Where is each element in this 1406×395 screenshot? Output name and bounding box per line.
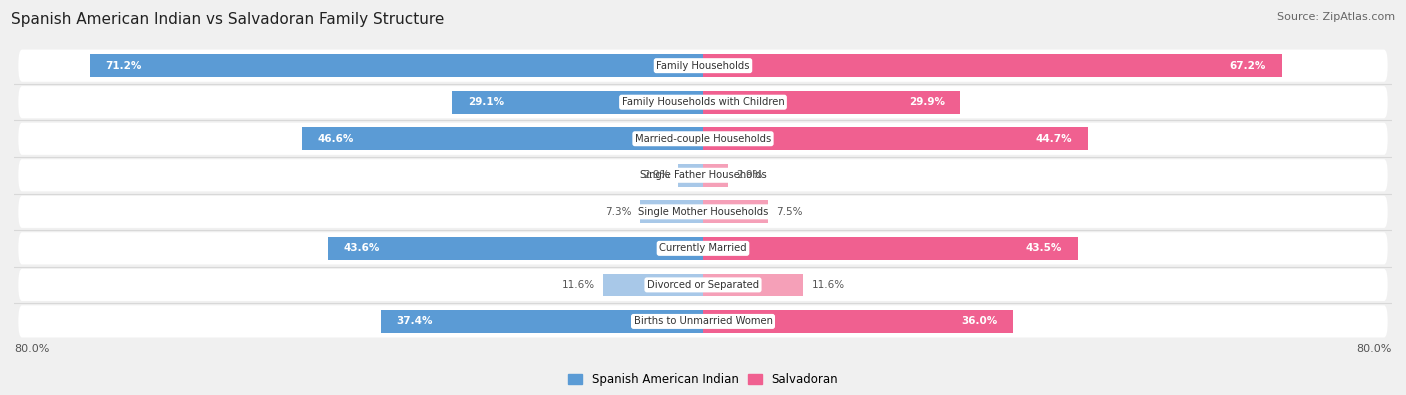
Bar — [678, 164, 703, 186]
Text: 67.2%: 67.2% — [1230, 61, 1267, 71]
Text: 71.2%: 71.2% — [105, 61, 142, 71]
Text: 2.9%: 2.9% — [643, 170, 669, 180]
FancyBboxPatch shape — [18, 269, 1388, 301]
Text: 29.1%: 29.1% — [468, 97, 503, 107]
Text: 43.5%: 43.5% — [1026, 243, 1062, 253]
Bar — [640, 201, 703, 223]
Bar — [703, 201, 768, 223]
Bar — [703, 55, 1282, 77]
Text: Married-couple Households: Married-couple Households — [636, 134, 770, 144]
Text: Births to Unmarried Women: Births to Unmarried Women — [634, 316, 772, 326]
FancyBboxPatch shape — [18, 123, 1388, 155]
FancyBboxPatch shape — [18, 86, 1388, 118]
Bar — [703, 310, 1012, 333]
Text: 43.6%: 43.6% — [343, 243, 380, 253]
Text: Family Households: Family Households — [657, 61, 749, 71]
Text: 7.5%: 7.5% — [776, 207, 803, 217]
Text: Divorced or Separated: Divorced or Separated — [647, 280, 759, 290]
Bar — [453, 91, 703, 113]
Legend: Spanish American Indian, Salvadoran: Spanish American Indian, Salvadoran — [568, 373, 838, 386]
Text: 11.6%: 11.6% — [811, 280, 845, 290]
Bar — [302, 128, 703, 150]
Bar — [703, 91, 960, 113]
Text: 46.6%: 46.6% — [318, 134, 353, 144]
Text: Single Father Households: Single Father Households — [640, 170, 766, 180]
Bar — [328, 237, 703, 260]
FancyBboxPatch shape — [18, 159, 1388, 191]
Text: 36.0%: 36.0% — [962, 316, 997, 326]
Text: 29.9%: 29.9% — [910, 97, 945, 107]
Bar — [90, 55, 703, 77]
Bar — [703, 128, 1088, 150]
Bar — [703, 164, 728, 186]
FancyBboxPatch shape — [18, 196, 1388, 228]
Text: Family Households with Children: Family Households with Children — [621, 97, 785, 107]
Text: 80.0%: 80.0% — [1357, 344, 1392, 354]
Bar — [603, 274, 703, 296]
FancyBboxPatch shape — [18, 305, 1388, 337]
Text: 37.4%: 37.4% — [396, 316, 433, 326]
Text: Currently Married: Currently Married — [659, 243, 747, 253]
Text: Source: ZipAtlas.com: Source: ZipAtlas.com — [1277, 12, 1395, 22]
Text: 7.3%: 7.3% — [605, 207, 631, 217]
Text: 11.6%: 11.6% — [561, 280, 595, 290]
Text: Single Mother Households: Single Mother Households — [638, 207, 768, 217]
Bar — [703, 274, 803, 296]
Bar — [703, 237, 1077, 260]
FancyBboxPatch shape — [18, 50, 1388, 82]
FancyBboxPatch shape — [18, 232, 1388, 264]
Text: Spanish American Indian vs Salvadoran Family Structure: Spanish American Indian vs Salvadoran Fa… — [11, 12, 444, 27]
Text: 80.0%: 80.0% — [14, 344, 49, 354]
Text: 2.9%: 2.9% — [737, 170, 763, 180]
Bar — [381, 310, 703, 333]
Text: 44.7%: 44.7% — [1036, 134, 1073, 144]
